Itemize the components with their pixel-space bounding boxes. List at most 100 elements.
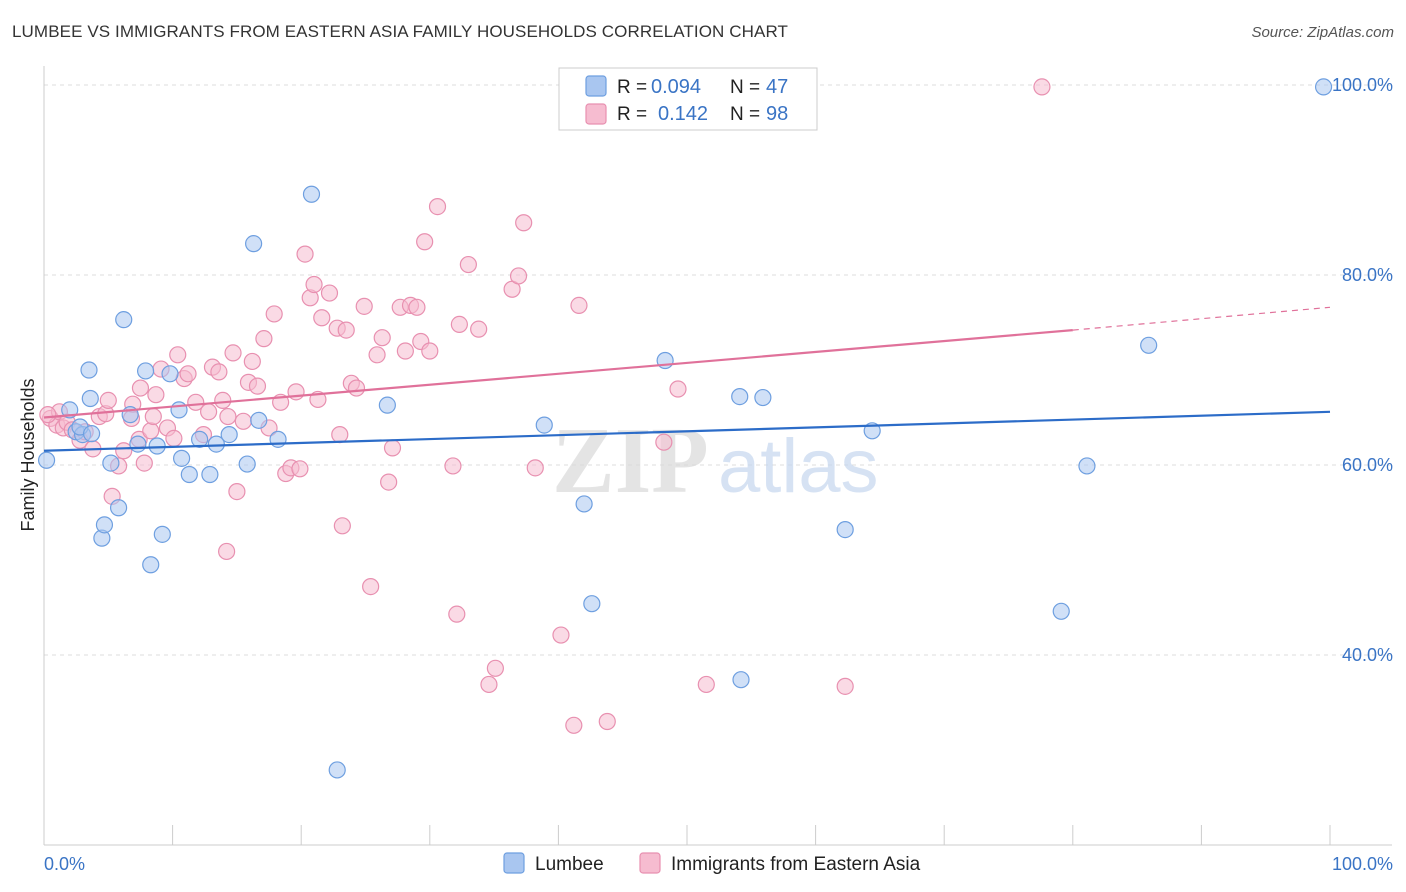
immigrants-point — [337, 321, 355, 339]
immigrants-point — [144, 407, 162, 426]
immigrants-point — [380, 473, 398, 491]
lumbee-point — [583, 595, 601, 613]
immigrants-point — [396, 342, 414, 360]
immigrants-point — [296, 245, 314, 263]
immigrants-point — [142, 422, 160, 440]
immigrants-point — [165, 429, 183, 447]
lumbee-point — [170, 401, 188, 419]
immigrants-point — [187, 393, 205, 411]
lumbee-point — [115, 311, 133, 329]
immigrants-point — [333, 517, 351, 535]
lumbee-point — [207, 435, 225, 453]
immigrants-point — [320, 284, 339, 302]
immigrants-point — [598, 712, 616, 731]
y-tick-label: 60.0% — [1342, 455, 1393, 475]
bottom-legend-label-lumbee: Lumbee — [535, 854, 604, 875]
immigrants-point — [368, 346, 386, 364]
bottom-legend-label-immigrants: Immigrants from Eastern Asia — [671, 854, 921, 875]
immigrants-point — [526, 459, 544, 477]
legend-r-value-lumbee: 0.094 — [651, 76, 701, 98]
chart-source: Source: ZipAtlas.com — [1251, 24, 1394, 41]
immigrants-point — [355, 297, 373, 315]
y-axis-title: Family Households — [18, 378, 38, 531]
lumbee-point — [161, 365, 179, 383]
y-tick-labels: 40.0% 60.0% 80.0% 100.0% — [1332, 75, 1393, 665]
lumbee-point — [1052, 602, 1070, 620]
lumbee-point — [191, 430, 209, 448]
trend-lines — [43, 306, 1331, 452]
trend-line-extension — [1072, 306, 1331, 331]
lumbee-point — [535, 416, 553, 434]
immigrants-point — [169, 346, 187, 364]
lumbee-point — [1078, 457, 1096, 475]
immigrants-point — [470, 320, 488, 338]
immigrants-point — [131, 379, 150, 397]
lumbee-point — [136, 362, 155, 380]
lumbee-point — [1140, 336, 1158, 354]
immigrants-points — [39, 78, 1051, 734]
immigrants-point — [408, 298, 426, 316]
y-tick-label: 100.0% — [1332, 75, 1393, 95]
immigrants-point — [99, 391, 117, 409]
legend-n-value-lumbee: 47 — [766, 76, 788, 98]
immigrants-point — [448, 605, 466, 623]
lumbee-point — [201, 465, 219, 484]
lumbee-point — [836, 520, 854, 539]
lumbee-point — [95, 516, 114, 534]
immigrants-point — [39, 406, 57, 424]
x-tick-label: 100.0% — [1332, 854, 1393, 874]
immigrants-point — [450, 315, 468, 333]
immigrants-point — [565, 716, 583, 734]
immigrants-point — [459, 255, 477, 274]
legend-r-label-immigrants: R = — [617, 104, 647, 125]
watermark: ZIP atlas — [552, 409, 879, 513]
trend-line-lumbee — [43, 410, 1331, 452]
lumbee-point — [269, 430, 287, 448]
lumbee-point — [731, 388, 749, 406]
watermark-atlas: atlas — [718, 424, 879, 509]
lumbee-point — [328, 761, 346, 779]
immigrants-point — [147, 386, 165, 404]
trend-line-immigrants — [43, 329, 1073, 419]
immigrants-point — [243, 352, 261, 371]
immigrants-point — [669, 380, 687, 398]
immigrants-point — [135, 454, 153, 472]
immigrants-point — [552, 626, 570, 644]
immigrants-point — [115, 442, 133, 460]
immigrants-point — [444, 457, 462, 475]
bottom-legend-swatch-lumbee — [503, 852, 525, 874]
immigrants-point — [836, 677, 854, 695]
bottom-legend: Lumbee Immigrants from Eastern Asia — [503, 852, 921, 875]
chart-title: LUMBEE VS IMMIGRANTS FROM EASTERN ASIA F… — [12, 22, 789, 41]
lumbee-point — [238, 455, 256, 473]
immigrants-point — [305, 275, 323, 294]
lumbee-point — [153, 525, 171, 543]
lumbee-points — [37, 78, 1333, 779]
immigrants-point — [697, 675, 715, 694]
lumbee-point — [220, 426, 238, 444]
immigrants-point — [570, 296, 588, 314]
immigrants-point — [515, 214, 533, 232]
immigrants-point — [416, 233, 434, 251]
lumbee-point — [173, 449, 191, 467]
immigrants-point — [509, 267, 528, 285]
lumbee-point — [148, 437, 166, 455]
immigrants-point — [1033, 78, 1051, 96]
immigrants-point — [218, 542, 236, 561]
immigrants-point — [255, 330, 273, 348]
lumbee-point — [102, 454, 120, 472]
lumbee-point — [129, 435, 147, 453]
x-tick-labels: 0.0% 100.0% — [44, 854, 1393, 874]
lumbee-point — [109, 499, 128, 517]
bottom-legend-swatch-immigrants — [639, 852, 661, 874]
lumbee-point — [37, 451, 56, 469]
legend-swatch-lumbee — [585, 75, 607, 97]
immigrants-point — [265, 305, 283, 323]
watermark-zip: ZIP — [552, 409, 709, 513]
lumbee-point — [1314, 78, 1333, 96]
y-tick-label: 80.0% — [1342, 265, 1393, 285]
lumbee-point — [378, 396, 396, 414]
immigrants-point — [373, 329, 391, 347]
immigrants-point — [179, 365, 197, 383]
